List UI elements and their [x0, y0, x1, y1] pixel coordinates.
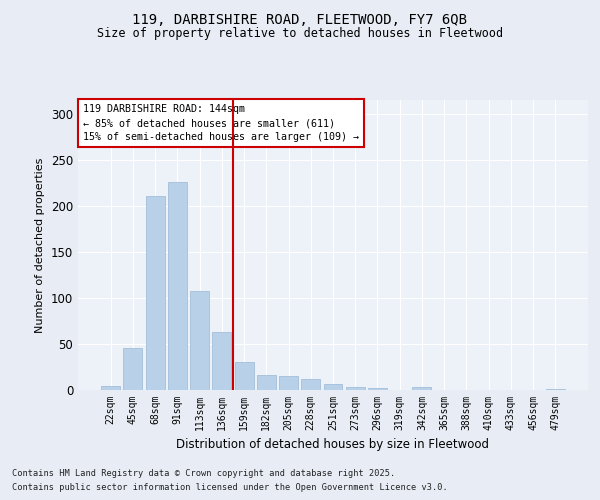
Bar — [124, 348, 142, 390]
Bar — [346, 387, 365, 390]
Bar — [257, 376, 276, 390]
Bar — [101, 386, 120, 390]
Bar — [368, 388, 387, 390]
Text: Size of property relative to detached houses in Fleetwood: Size of property relative to detached ho… — [97, 28, 503, 40]
Text: 119, DARBISHIRE ROAD, FLEETWOOD, FY7 6QB: 119, DARBISHIRE ROAD, FLEETWOOD, FY7 6QB — [133, 12, 467, 26]
Bar — [279, 376, 298, 390]
Text: Contains public sector information licensed under the Open Government Licence v3: Contains public sector information licen… — [12, 484, 448, 492]
Bar — [190, 292, 209, 390]
X-axis label: Distribution of detached houses by size in Fleetwood: Distribution of detached houses by size … — [176, 438, 490, 452]
Y-axis label: Number of detached properties: Number of detached properties — [35, 158, 46, 332]
Bar — [546, 389, 565, 390]
Text: 119 DARBISHIRE ROAD: 144sqm
← 85% of detached houses are smaller (611)
15% of se: 119 DARBISHIRE ROAD: 144sqm ← 85% of det… — [83, 104, 359, 142]
Bar — [301, 379, 320, 390]
Bar — [235, 362, 254, 390]
Bar — [146, 196, 164, 390]
Bar — [412, 387, 431, 390]
Bar — [212, 332, 231, 390]
Bar — [168, 182, 187, 390]
Text: Contains HM Land Registry data © Crown copyright and database right 2025.: Contains HM Land Registry data © Crown c… — [12, 468, 395, 477]
Bar — [323, 384, 343, 390]
